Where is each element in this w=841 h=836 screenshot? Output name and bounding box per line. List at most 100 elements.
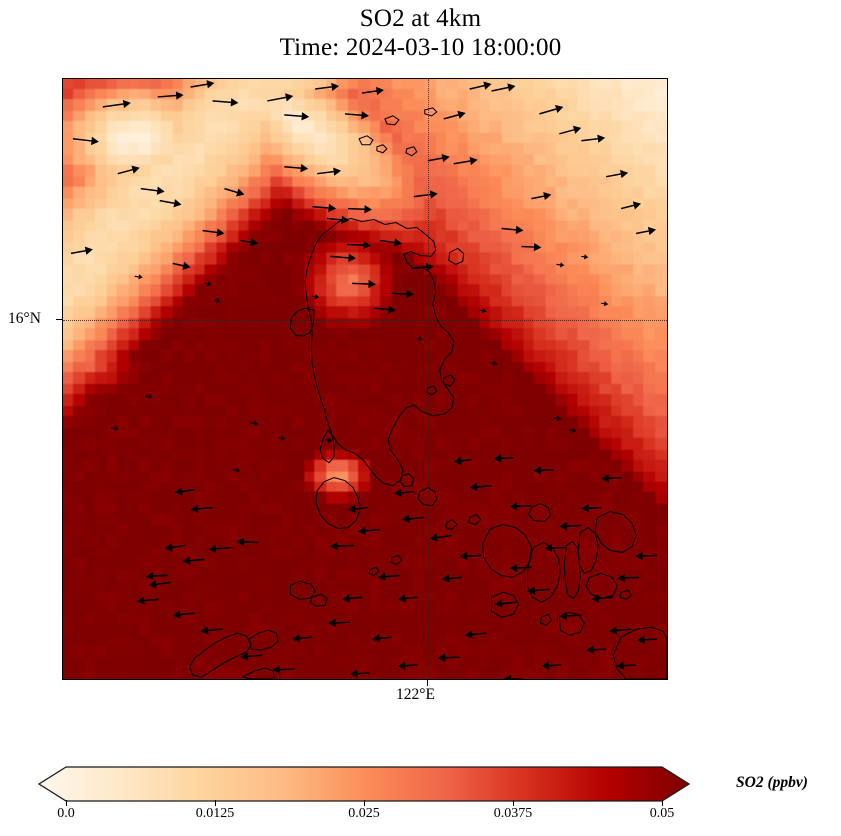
wind-arrow-head — [581, 504, 589, 513]
wind-arrow-head — [483, 81, 492, 90]
coastline-path — [563, 540, 581, 599]
wind-arrow-head — [148, 580, 157, 589]
wind-arrow-shaft — [472, 632, 487, 636]
wind-arrow-head — [164, 543, 173, 552]
wind-arrow-head — [493, 360, 498, 366]
wind-arrow-head — [527, 586, 536, 595]
colorbar[interactable]: 0.0 0.0125 0.025 0.0375 0.05 — [38, 766, 690, 821]
wind-arrow-head — [342, 594, 350, 603]
wind-arrow-shaft — [156, 581, 171, 586]
wind-arrow-head — [216, 298, 221, 304]
gridline-122e — [428, 79, 429, 679]
wind-arrow-shaft — [317, 170, 334, 175]
wind-arrow-head — [156, 186, 165, 195]
wind-arrow-shaft — [551, 546, 567, 549]
wind-arrow-head — [401, 514, 410, 524]
wind-arrow-shaft — [299, 636, 313, 640]
wind-arrow-head — [457, 110, 466, 119]
wind-arrow-head — [114, 425, 119, 431]
wind-arrow-head — [331, 82, 340, 92]
wind-arrow-shaft — [349, 596, 363, 600]
wind-arrow-head — [84, 246, 93, 255]
wind-arrow-shaft — [443, 114, 459, 120]
wind-arrow-head — [200, 626, 209, 635]
coastline-path — [558, 611, 585, 636]
wind-arrow-head — [371, 634, 380, 643]
wind-arrow-head — [328, 203, 337, 213]
wind-arrow-head — [469, 156, 478, 166]
wind-arrow-shaft — [409, 516, 424, 520]
wind-arrow-head — [557, 415, 562, 421]
wind-arrow-shaft — [348, 207, 365, 211]
wind-arrow-shaft — [620, 204, 635, 210]
coastline-path — [612, 626, 667, 679]
wind-arrow-head — [172, 610, 181, 619]
wind-arrow-head — [509, 563, 518, 573]
wind-arrow-head — [441, 153, 450, 163]
wind-arrow-head — [327, 437, 333, 443]
wind-arrow-shaft — [189, 558, 205, 562]
wind-arrow-shaft — [521, 245, 534, 248]
wind-arrow-head — [230, 98, 239, 107]
coastline-path — [468, 514, 482, 526]
wind-arrow-head — [148, 393, 153, 400]
wind-arrow-head — [482, 308, 487, 314]
coastline-path — [405, 146, 418, 157]
wind-arrow-shaft — [243, 541, 259, 544]
coastline-path — [358, 135, 374, 146]
wind-arrow-head — [647, 226, 657, 236]
ytick-label-16n: 16°N — [8, 310, 41, 327]
wind-arrow-shaft — [588, 506, 602, 509]
wind-arrow-shaft — [181, 488, 195, 493]
wind-arrow-shaft — [427, 157, 443, 162]
wind-arrow-shaft — [531, 195, 545, 200]
wind-arrow-head — [364, 205, 372, 214]
wind-arrow-head — [616, 661, 624, 670]
xtick-label-122e: 122°E — [396, 686, 435, 703]
wind-arrow-head — [560, 262, 565, 268]
wind-arrow-shaft — [134, 275, 139, 278]
wind-arrow-head — [300, 163, 309, 173]
coastline-path — [241, 667, 275, 679]
wind-arrow-head — [453, 456, 462, 466]
colorbar-tick-mark — [513, 800, 514, 806]
wind-arrow-head — [328, 618, 336, 628]
wind-arrow-shaft — [467, 554, 482, 557]
wind-arrow-head — [469, 482, 478, 492]
wind-arrow-head — [301, 112, 310, 121]
wind-arrow-head — [493, 454, 502, 463]
coastline-path — [384, 115, 400, 126]
wind-arrow-shaft — [267, 96, 287, 102]
wind-arrow-head — [559, 521, 568, 531]
wind-arrow-shaft — [232, 469, 237, 471]
wind-arrow-head — [603, 301, 609, 307]
wind-arrow-head — [509, 502, 518, 511]
wind-arrow-head — [280, 435, 286, 441]
map-axes[interactable] — [62, 78, 668, 680]
wind-arrow-head — [441, 574, 450, 583]
wind-arrow-head — [437, 653, 446, 662]
wind-arrow-head — [272, 665, 280, 674]
colorbar-tick-label: 0.025 — [348, 806, 380, 821]
wind-arrow-shaft — [624, 576, 640, 579]
wind-arrow-head — [533, 466, 542, 475]
coastline-path — [289, 307, 315, 337]
colorbar-tick-mark — [364, 800, 365, 806]
wind-arrow-shaft — [556, 263, 561, 266]
wind-arrow-shaft — [357, 672, 371, 675]
coastline-path — [585, 572, 618, 599]
wind-arrow-shaft — [330, 255, 349, 259]
wind-arrow-head — [533, 242, 542, 252]
wind-arrow-shaft — [635, 230, 649, 235]
wind-arrow-head — [503, 674, 512, 679]
wind-arrow-head — [216, 228, 225, 237]
coastline-path — [426, 385, 438, 396]
wind-arrow-head — [236, 188, 245, 197]
colorbar-tick-mark — [66, 800, 67, 806]
wind-arrow-head — [138, 274, 143, 280]
wind-arrow-shaft — [212, 100, 232, 104]
wind-arrow-shaft — [516, 566, 532, 569]
wind-arrow-shaft — [337, 544, 355, 547]
wind-arrow-shaft — [355, 506, 369, 510]
wind-arrow-shaft — [247, 654, 263, 658]
